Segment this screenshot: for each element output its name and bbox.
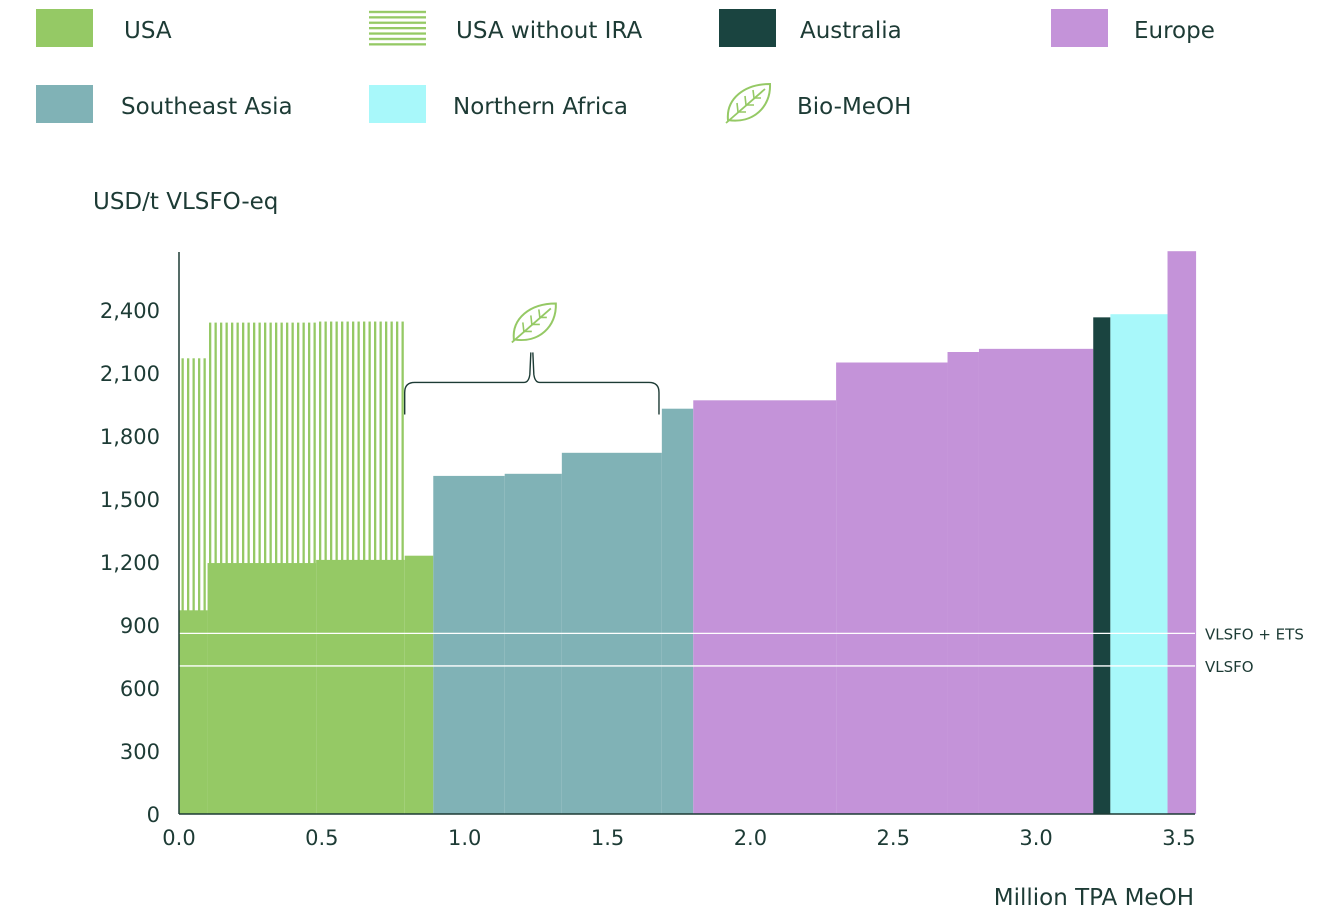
x-tick-label: 0.5 — [305, 826, 338, 850]
x-tick-label: 0.0 — [162, 826, 195, 850]
x-tick-label: 1.5 — [591, 826, 624, 850]
legend-item-northern-africa: Northern Africa — [369, 85, 628, 123]
x-tick-label: 2.0 — [734, 826, 767, 850]
annotations — [404, 302, 660, 415]
legend-swatch-northern-africa — [369, 85, 426, 123]
legend-label: Southeast Asia — [121, 94, 293, 120]
legend-item-usa-without-ira: USA without IRA — [369, 9, 643, 47]
x-tick-label: 3.5 — [1162, 826, 1195, 850]
bar-usa-1 — [179, 610, 208, 814]
leaf-icon — [510, 302, 557, 344]
bar-usa-3 — [316, 559, 405, 814]
legend-label: Northern Africa — [453, 94, 628, 120]
bar-europe-2 — [836, 362, 948, 814]
legend-swatch-australia — [719, 9, 776, 47]
legend-label: Australia — [800, 18, 902, 44]
x-tick-label: 1.0 — [448, 826, 481, 850]
bar-southeast-asia-2 — [504, 473, 562, 814]
legend-swatch-usa — [36, 9, 93, 47]
bars — [179, 251, 1197, 814]
legend-item-southeast-asia: Southeast Asia — [36, 85, 293, 123]
y-tick-label: 2,100 — [100, 362, 160, 386]
axes: 0 300 600 900 1,200 1,500 1,800 2,100 2,400 0.0 0.… — [93, 189, 1196, 911]
bar-europe-3 — [947, 352, 979, 814]
legend-item-australia: Australia — [719, 9, 902, 47]
y-tick-label: 600 — [120, 677, 160, 701]
bar-northern-africa-1 — [1110, 314, 1168, 814]
y-tick-label: 1,800 — [100, 425, 160, 449]
bar-usa-2 — [207, 563, 317, 814]
legend-label: USA without IRA — [456, 18, 643, 44]
legend: USA USA without IRA Australia Europe Southea… — [36, 9, 1215, 124]
reference-lines: VLSFO + ETS VLSFO — [179, 625, 1304, 676]
y-tick-label: 0 — [147, 803, 160, 827]
legend-item-europe: Europe — [1051, 9, 1215, 47]
bar-europe-4 — [978, 348, 1094, 814]
x-tick-label: 3.0 — [1019, 826, 1052, 850]
legend-label: USA — [124, 18, 172, 44]
legend-swatch-southeast-asia — [36, 85, 93, 123]
bar-europe-1 — [693, 400, 837, 814]
bar-australia-1 — [1093, 317, 1111, 814]
bar-southeast-asia-4 — [661, 408, 694, 814]
y-tick-label: 300 — [120, 740, 160, 764]
bar-usa-4 — [404, 555, 434, 814]
bio-meoh-brace — [404, 352, 660, 415]
ref-label-vlsfo: VLSFO — [1205, 658, 1254, 676]
x-axis-title: Million TPA MeOH — [994, 885, 1194, 911]
legend-item-usa: USA — [36, 9, 172, 47]
y-tick-label: 900 — [120, 614, 160, 638]
legend-label: Europe — [1134, 18, 1215, 44]
y-tick-label: 1,500 — [100, 488, 160, 512]
legend-swatch-europe — [1051, 9, 1108, 47]
ref-label-vlsfo-ets: VLSFO + ETS — [1205, 625, 1304, 643]
y-axis-title: USD/t VLSFO-eq — [93, 189, 278, 215]
legend-swatch-usa-without-ira — [369, 9, 426, 47]
y-tick-label: 2,400 — [100, 299, 160, 323]
leaf-icon — [725, 83, 772, 124]
y-tick-label: 1,200 — [100, 551, 160, 575]
legend-item-bio-meoh: Bio-MeOH — [725, 83, 911, 124]
x-tick-label: 2.5 — [877, 826, 910, 850]
bar-southeast-asia-1 — [433, 475, 505, 814]
legend-label: Bio-MeOH — [797, 94, 911, 120]
bar-europe-1 — [1167, 251, 1197, 814]
